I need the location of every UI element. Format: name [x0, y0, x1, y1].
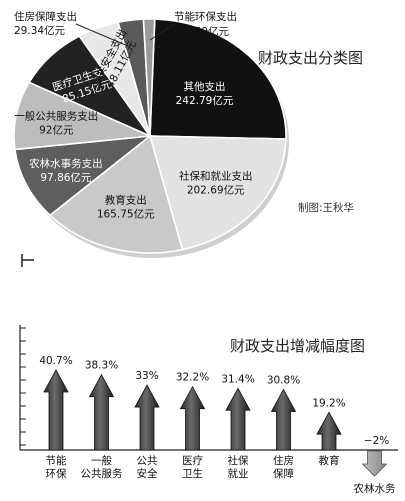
- bar-category-label: 卫生: [182, 467, 203, 480]
- bar: [361, 450, 388, 477]
- callout-housing-value: 29.34亿元: [14, 24, 66, 37]
- bar-value-label: 38.3%: [85, 360, 118, 372]
- pie-slice: [13, 134, 153, 217]
- bar-value-label: 33%: [135, 370, 158, 382]
- pie-slice-label: 其他支出: [184, 80, 226, 93]
- callout-housing-line: [75, 23, 129, 47]
- bar: [225, 387, 251, 451]
- bar-values: 40.7% 38.3% 33% 32.2% 31.4% 30.8% 19.2% −2%: [39, 355, 389, 447]
- bar-value-label: 31.4%: [221, 373, 254, 385]
- pie-slice: [149, 18, 287, 140]
- bar-value-label: 32.2%: [176, 372, 209, 384]
- bar-category-label: 医疗: [182, 454, 203, 467]
- pie-title: 财政支出分类图: [258, 49, 363, 67]
- y-ticks: [20, 327, 26, 446]
- bar: [179, 385, 206, 451]
- bar-value-label: 40.7%: [39, 355, 72, 367]
- pie-slice: [13, 81, 154, 151]
- bar-category-label: 教育: [319, 454, 340, 467]
- corner-mark: [21, 254, 34, 267]
- bar: [43, 369, 69, 451]
- callout-eco-label: 节能环保支出: [174, 10, 237, 23]
- pie-slice-value: 242.79亿元: [176, 94, 234, 107]
- pie-slices: [13, 18, 287, 254]
- bar-value-label: −2%: [364, 435, 389, 447]
- bar-category-label: 公共: [137, 455, 158, 467]
- bar: [88, 373, 115, 451]
- bar-title: 财政支出增减幅度图: [230, 337, 365, 355]
- bar: [134, 384, 160, 451]
- bar-category-label: 住房: [273, 454, 294, 467]
- bar-category-label: 节能: [46, 454, 67, 467]
- pie-slice-value: 202.69亿元: [187, 184, 245, 197]
- bar: [316, 411, 342, 451]
- pie-slice: [142, 18, 156, 137]
- callout-eco-line: [149, 23, 176, 41]
- callout-housing-label: 住房保障支出: [14, 10, 77, 23]
- bar-category-label: 社保: [228, 454, 249, 467]
- bar-category-label: 一般: [91, 454, 112, 467]
- bar-category-label: 公共服务: [81, 467, 123, 480]
- bar-chart: 财政支出增减幅度图 40.7% 38.3% 33% 32.2% 31.4% 30.8% 19…: [19, 325, 398, 495]
- bar-value-label: 19.2%: [312, 397, 345, 409]
- bars: [43, 369, 388, 477]
- bar-category-label: 环保: [46, 467, 67, 480]
- bar-category-label: 农林水务: [354, 482, 396, 495]
- pie-slice-value: 97.86亿元: [40, 171, 92, 184]
- pie-slice-label: 社保和就业支出: [179, 170, 253, 183]
- pie-slice-label: 一般公共服务支出: [14, 109, 98, 122]
- pie-slice-value: 165.75亿元: [97, 208, 155, 221]
- pie-slice-value: 92亿元: [39, 123, 74, 136]
- pie-chart: 其他支出242.79亿元社保和就业支出202.69亿元教育支出165.75亿元农…: [13, 18, 289, 258]
- bar-category-label: 就业: [228, 467, 249, 480]
- bar: [270, 388, 297, 451]
- pie-slice: [48, 134, 184, 254]
- pie-slice-label: 教育支出: [105, 194, 147, 207]
- bar-category-label: 保障: [273, 467, 294, 480]
- pie-slice: [148, 135, 287, 251]
- pie-credit: 制图:王秋华: [298, 201, 354, 214]
- callout-eco-value: 12.89亿元: [178, 25, 230, 38]
- bar-value-label: 30.8%: [267, 374, 300, 386]
- bar-category-label: 安全: [137, 467, 158, 480]
- pie-slice-label: 农林水事务支出: [29, 157, 103, 170]
